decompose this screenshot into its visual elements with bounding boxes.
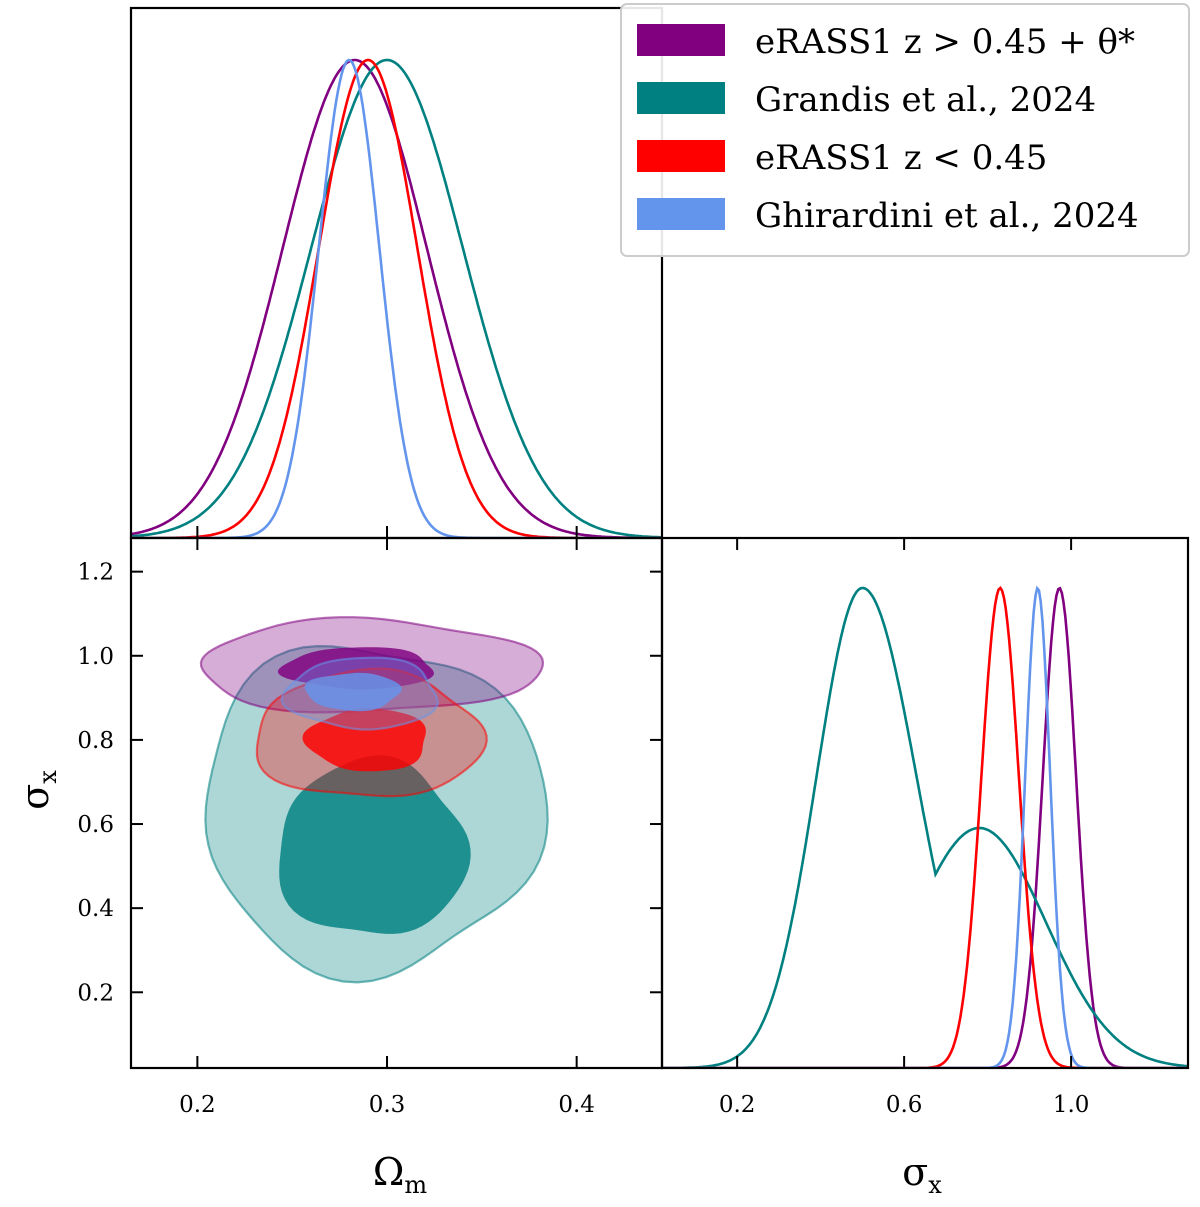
x-axis-label-omega-m: Ωm: [373, 1150, 428, 1199]
legend-swatch-grandis-et-al-2024: [637, 82, 725, 114]
legend-label-ghirardini-et-al-2024: Ghirardini et al., 2024: [755, 196, 1139, 236]
panel-omega-m-marginal: [131, 58, 662, 538]
legend-swatch-erass1-z-0-45: [637, 140, 725, 172]
panel-sigma-x-marginal: [662, 538, 1188, 1068]
sigma-x-tick-label: 0.4: [77, 896, 114, 922]
contour-68-grandis-et-al-2024: [279, 755, 471, 934]
y-axis-label-sigma-x: σx: [13, 770, 62, 810]
sigma-x-tick-label: 1.2: [77, 560, 114, 586]
panel-2d-contours: [131, 538, 662, 1068]
sigma-x-curve-grandis-et-al-2024: [662, 586, 1188, 1068]
omega-m-curve-erass1-z-0-45: [131, 58, 662, 538]
sigma-x-curve-erass1-z-0-45: [662, 586, 1188, 1068]
sigma-x-tick-label: 0.8: [77, 728, 114, 754]
tick-labels: 0.2 0.3 0.4 0.2 0.4 0.6 0.8 1.0 1.2 0.2 0.6 1.0: [77, 560, 1089, 1118]
legend-label-grandis-et-al-2024: Grandis et al., 2024: [755, 80, 1096, 120]
legend-label-erass1-z-0-45: eRASS1 z < 0.45: [755, 138, 1047, 178]
frame-bottom-right: [660, 536, 1190, 1070]
sigma-x-horizontal-tick-label: 0.2: [719, 1092, 756, 1118]
omega-m-tick-label: 0.2: [179, 1092, 216, 1118]
contour-68-ghirardini-et-al-2024: [304, 672, 402, 712]
sigma-x-horizontal-tick-label: 1.0: [1053, 1092, 1090, 1118]
omega-m-tick-label: 0.3: [369, 1092, 406, 1118]
sigma-x-tick-label: 0.2: [77, 980, 114, 1006]
sigma-x-tick-label: 1.0: [77, 644, 114, 670]
legend-box: [620, 3, 1190, 257]
omega-m-tick-label: 0.4: [558, 1092, 595, 1118]
legend: eRASS1 z > 0.45 + θ* Grandis et al., 2024…: [620, 3, 1190, 257]
sigma-x-curve-ghirardini-et-al-2024: [662, 585, 1188, 1068]
legend-swatch-erass1-z-0-45: [637, 24, 725, 56]
legend-swatch-ghirardini-et-al-2024: [637, 198, 725, 230]
sigma-x-tick-label: 0.6: [77, 812, 114, 838]
legend-label-erass1-z-0-45: eRASS1 z > 0.45 + θ*: [755, 22, 1135, 62]
panel-frames: [129, 6, 1190, 1070]
sigma-x-horizontal-tick-label: 0.6: [886, 1092, 923, 1118]
x-axis-label-sigma-x: σx: [902, 1150, 942, 1199]
frame-top-left: [129, 6, 664, 540]
omega-m-curve-grandis-et-al-2024: [131, 58, 662, 538]
